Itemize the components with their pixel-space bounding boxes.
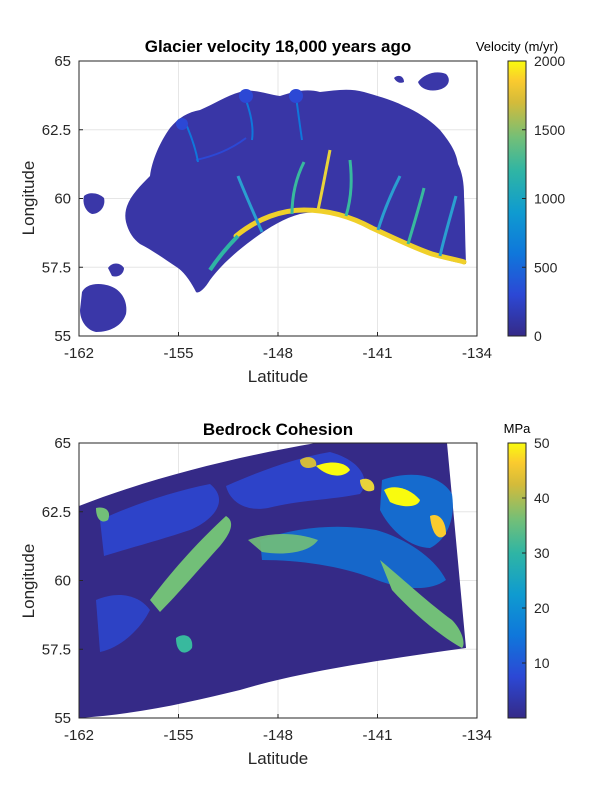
x-tick-label: -155 xyxy=(163,345,193,362)
x-tick-label: -155 xyxy=(163,727,193,744)
velocity-ylabel: Longitude xyxy=(19,161,38,236)
fast-flow-margin xyxy=(233,207,467,265)
cohesion-band-4 xyxy=(96,507,110,522)
ice-islet xyxy=(108,263,124,277)
y-tick-label: 55 xyxy=(54,710,71,727)
colorbar-tick-label: 30 xyxy=(534,545,550,561)
x-tick-label: -162 xyxy=(64,345,94,362)
cohesion-ticks: -162 -155 -148 -141 -134 55 57.5 60 62.5 65 xyxy=(42,435,492,744)
ice-stream-9 xyxy=(245,99,254,141)
y-tick-label: 65 xyxy=(54,435,71,452)
ice-islet-northeast xyxy=(418,72,449,91)
ice-stream-6 xyxy=(406,187,426,245)
y-tick-label: 62.5 xyxy=(42,122,71,139)
cohesion-field xyxy=(79,443,466,718)
ice-stream-3 xyxy=(316,149,332,211)
velocity-ticks: -162 -155 -148 -141 -134 55 57.5 60 62.5 65 xyxy=(42,53,492,362)
velocity-xlabel: Latitude xyxy=(248,367,309,386)
colorbar-tick-label: 0 xyxy=(534,328,542,344)
colorbar-tick-label: 1500 xyxy=(534,122,565,138)
y-tick-label: 65 xyxy=(54,53,71,70)
colorbar-tick-label: 10 xyxy=(534,655,550,671)
cohesion-peak-3 xyxy=(430,514,446,538)
y-tick-label: 60 xyxy=(54,191,71,208)
cohesion-band-5 xyxy=(176,635,193,653)
outlet-lobe-1 xyxy=(239,89,253,103)
cohesion-colorbar xyxy=(507,442,527,719)
ice-stream-2 xyxy=(290,161,306,215)
cohesion-ylabel: Longitude xyxy=(19,544,38,619)
y-tick-label: 57.5 xyxy=(42,641,71,658)
ice-stream-4 xyxy=(344,159,353,217)
velocity-panel: Glacier velocity 18,000 years ago xyxy=(19,37,565,386)
x-tick-label: -141 xyxy=(362,727,392,744)
x-tick-label: -141 xyxy=(362,345,392,362)
y-tick-label: 55 xyxy=(54,328,71,345)
ice-stream-5 xyxy=(376,175,402,231)
x-tick-label: -134 xyxy=(462,727,492,744)
cohesion-colorbar-ticks: 10 20 30 40 50 xyxy=(522,435,550,671)
cohesion-peak-1 xyxy=(316,462,350,476)
x-tick-label: -162 xyxy=(64,727,94,744)
cohesion-peak-2 xyxy=(384,487,420,507)
velocity-field xyxy=(80,72,467,332)
cohesion-band-1 xyxy=(150,516,232,612)
cohesion-patch-5 xyxy=(96,595,150,652)
velocity-title: Glacier velocity 18,000 years ago xyxy=(145,37,412,56)
fast-flow-west xyxy=(208,234,240,272)
outlet-lobe-2 xyxy=(289,89,303,103)
colorbar-tick-label: 50 xyxy=(534,435,550,451)
x-tick-label: -148 xyxy=(263,345,293,362)
cohesion-patch-1 xyxy=(100,484,220,556)
cohesion-peak-5 xyxy=(300,457,317,468)
cohesion-band-3 xyxy=(380,560,464,648)
colorbar-tick-label: 20 xyxy=(534,600,550,616)
cohesion-band-2 xyxy=(248,534,318,554)
colorbar-tick-label: 40 xyxy=(534,490,550,506)
y-tick-label: 57.5 xyxy=(42,259,71,276)
velocity-colorbar-title: Velocity (m/yr) xyxy=(476,39,558,54)
y-tick-label: 60 xyxy=(54,573,71,590)
cohesion-xlabel: Latitude xyxy=(248,749,309,768)
colorbar-tick-label: 2000 xyxy=(534,53,565,69)
outlet-lobe-3 xyxy=(176,118,188,130)
ice-stream-8 xyxy=(195,137,247,161)
ice-stream-1 xyxy=(236,175,264,233)
ice-stream-7 xyxy=(438,195,458,257)
colorbar-tick-label: 1000 xyxy=(534,191,565,207)
x-tick-label: -148 xyxy=(263,727,293,744)
cohesion-panel: Bedrock Cohesion -162 -155 -148- xyxy=(19,420,550,768)
ice-stream-11 xyxy=(185,123,199,163)
ice-island-northwest xyxy=(83,193,105,214)
ice-island-southwest xyxy=(80,284,127,332)
velocity-colorbar-ticks: 0 500 1000 1500 2000 xyxy=(522,53,565,344)
cohesion-colorbar-title: MPa xyxy=(504,421,532,436)
y-tick-label: 62.5 xyxy=(42,504,71,521)
cohesion-title: Bedrock Cohesion xyxy=(203,420,353,439)
ice-islet-small xyxy=(394,75,404,83)
colorbar-tick-label: 500 xyxy=(534,259,558,275)
x-tick-label: -134 xyxy=(462,345,492,362)
cohesion-peak-4 xyxy=(360,478,375,492)
